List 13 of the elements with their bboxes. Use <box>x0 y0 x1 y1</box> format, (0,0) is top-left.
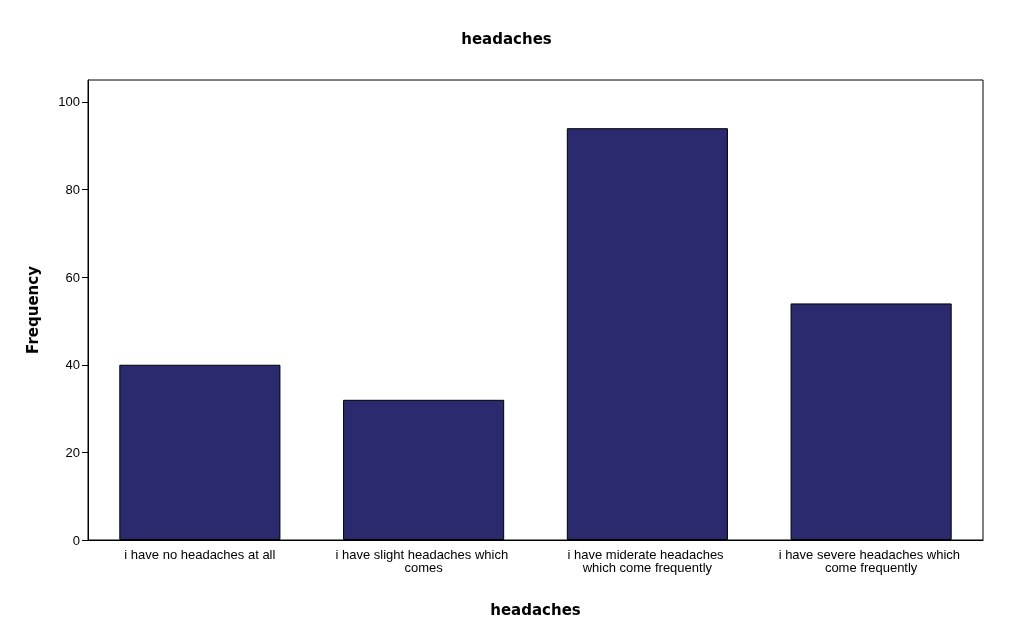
x-axis-title: headaches <box>490 600 581 619</box>
y-tick-label: 100 <box>58 94 80 110</box>
chart-title: headaches <box>461 29 552 48</box>
y-axis-title: Frequency <box>23 265 42 354</box>
x-tick-label: i have no headaches at all <box>124 547 276 562</box>
x-tick-label: i have slight headaches which comes <box>335 547 512 575</box>
y-tick-label: 80 <box>65 182 80 198</box>
y-tick-label: 20 <box>65 444 80 460</box>
x-tick-label: i have severe headaches which come frequently <box>778 547 964 575</box>
y-tick-label: 40 <box>65 357 80 373</box>
y-tick-label: 60 <box>65 269 80 285</box>
x-tick-label: i have miderate headaches which come frequently <box>567 547 728 575</box>
y-tick-label: 0 <box>72 532 80 548</box>
